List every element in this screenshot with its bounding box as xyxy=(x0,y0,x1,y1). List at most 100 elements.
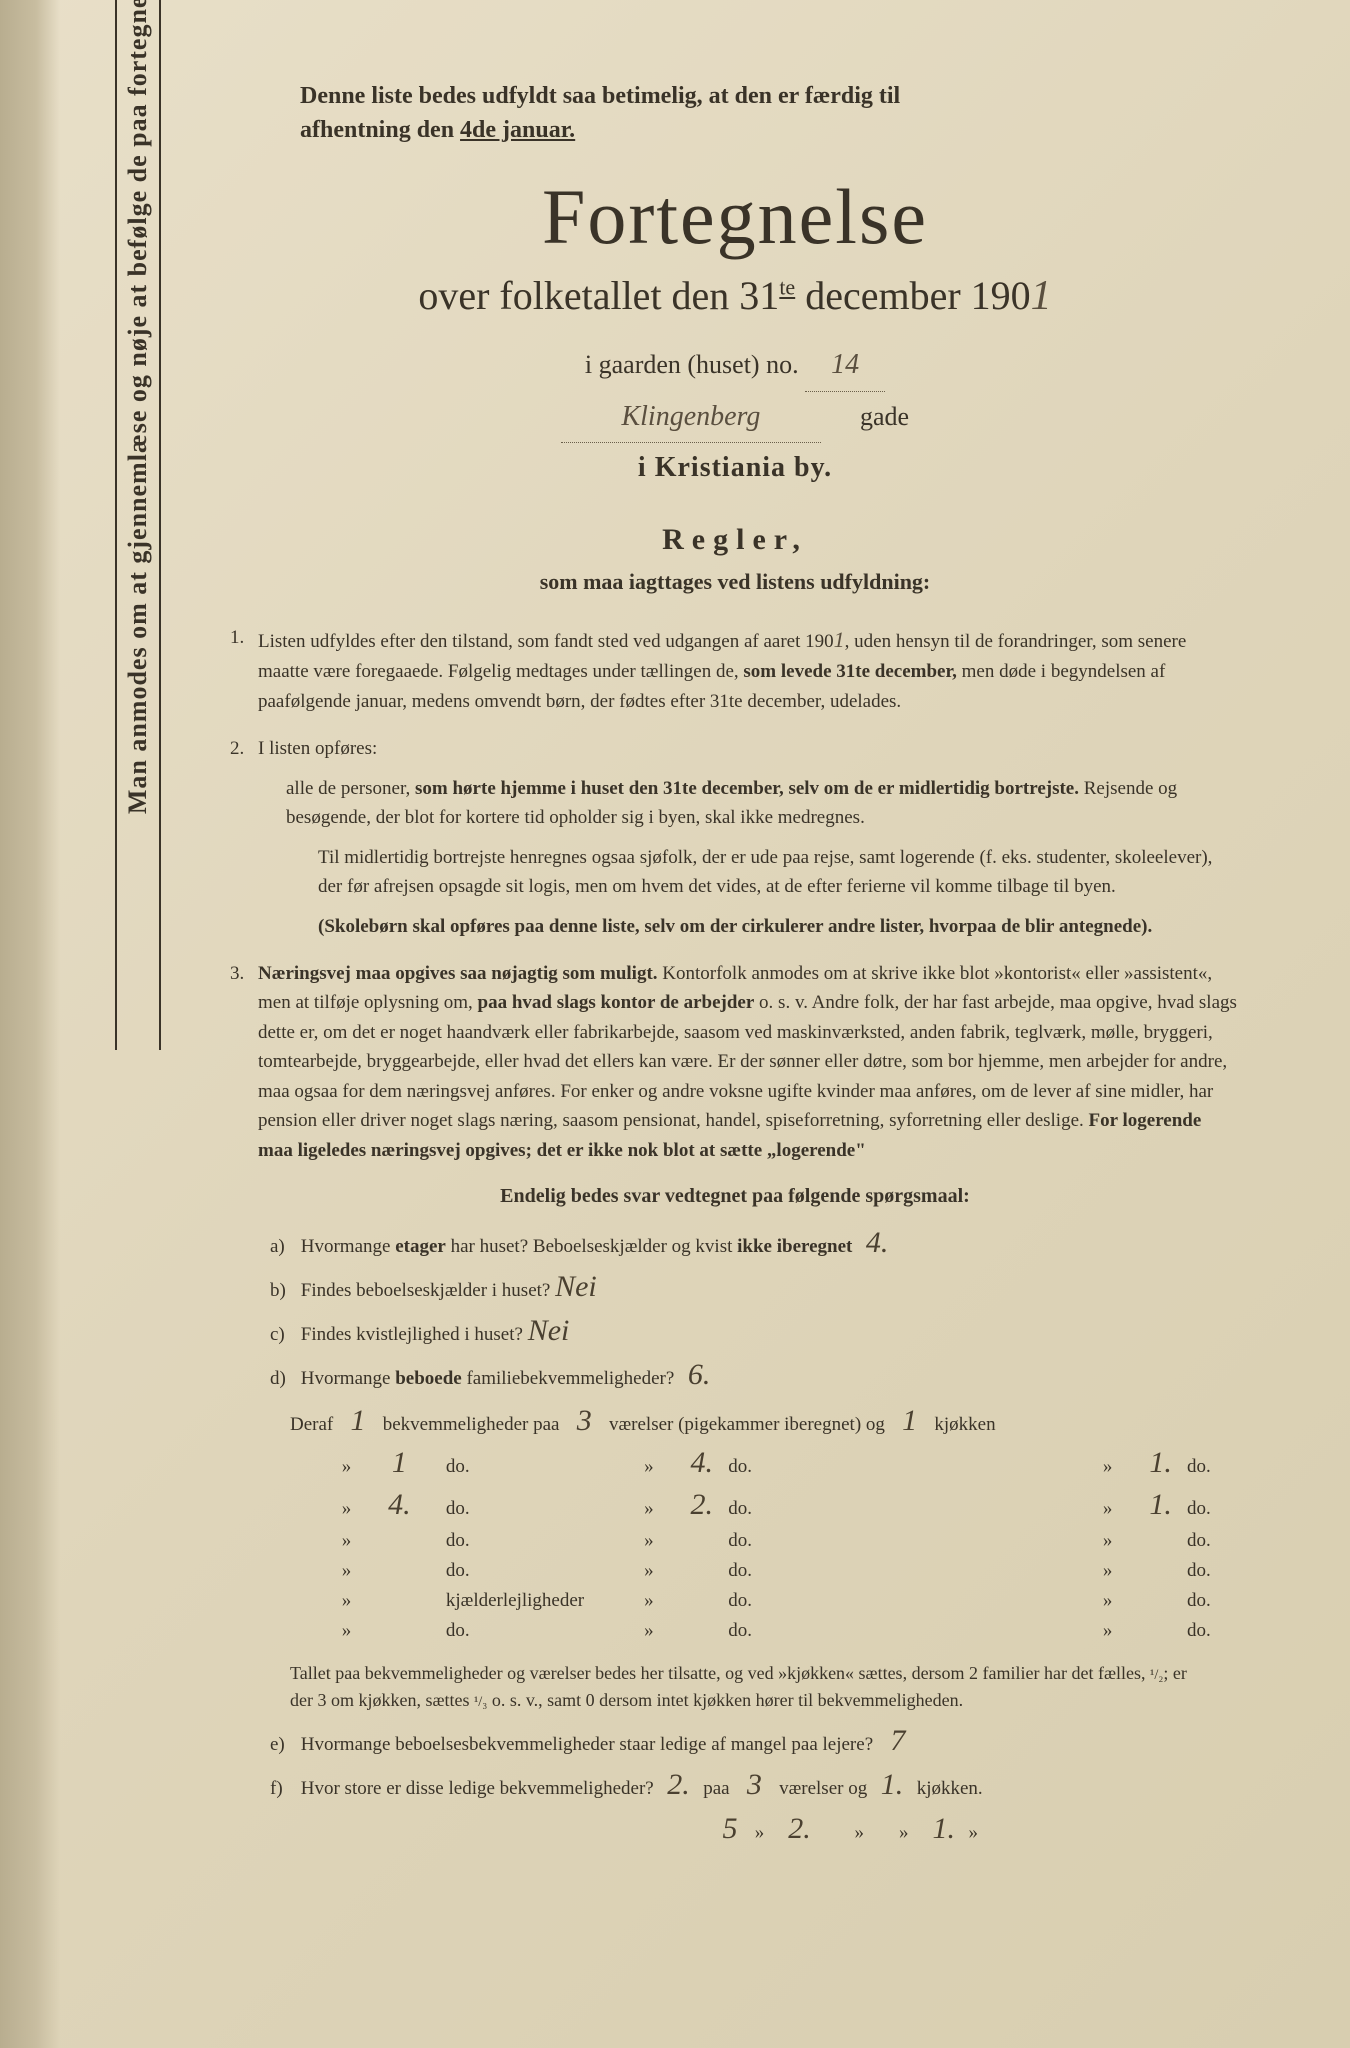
questions-block: Endelig bedes svar vedtegnet paa følgend… xyxy=(230,1185,1240,1846)
fn-c: o. s. v., samt 0 dersom intet kjøkken hø… xyxy=(487,1690,963,1710)
top-line2a: afhentning den xyxy=(300,117,460,143)
r0-fg: do. xyxy=(1187,1456,1240,1478)
fn-a: Tallet paa bekvemmeligheder og værelser … xyxy=(290,1663,1150,1683)
qf2-v3: 1. xyxy=(924,1812,964,1846)
deraf-v2: 3 xyxy=(564,1404,604,1438)
deraf-d: kjøkken xyxy=(930,1414,996,1435)
rules-heading: Regler, xyxy=(230,523,1240,557)
rule1-year: 1 xyxy=(834,627,845,652)
r3-ab: do. xyxy=(426,1560,622,1582)
fn-frac2: ¹/₃ xyxy=(474,1694,487,1710)
subtitle-b: december 190 xyxy=(795,273,1030,318)
question-b: b) Findes beboelseskjælder i huset? Nei xyxy=(270,1270,1240,1304)
subtitle-sup: te xyxy=(779,275,795,300)
r1-fg: do. xyxy=(1187,1498,1240,1520)
r2-ab: do. xyxy=(426,1530,622,1552)
qd-1: Hvormange xyxy=(301,1368,395,1389)
qf-t1: paa xyxy=(698,1778,734,1799)
rule-2-num: 2. xyxy=(230,734,244,763)
question-e: e) Hvormange beboelsesbekvemmeligheder s… xyxy=(270,1724,1240,1758)
qf-v3: 1. xyxy=(872,1768,912,1802)
r0-a: 1 xyxy=(373,1446,426,1480)
rules-subheading: som maa iagttages ved listens udfyldning… xyxy=(230,569,1240,595)
r0-ab: do. xyxy=(426,1456,622,1478)
question-c: c) Findes kvistlejlighed i huset? Nei xyxy=(270,1314,1240,1348)
deraf-v1: 1 xyxy=(338,1404,378,1438)
qd-2: familiebekvemmeligheder? xyxy=(462,1368,675,1389)
question-f-line2: 5 » 2. » » 1. » xyxy=(710,1812,1240,1846)
room-row-4: »kjælderlejligheder»do.»do. xyxy=(320,1590,1240,1612)
question-a: a) Hvormange etager har huset? Beboelses… xyxy=(270,1226,1240,1260)
subtitle: over folketallet den 31te december 1901 xyxy=(230,272,1240,320)
r1-a: 4. xyxy=(373,1488,426,1522)
r1-ab: do. xyxy=(426,1498,622,1520)
r1-f: 1. xyxy=(1134,1488,1187,1522)
content-area: Denne liste bedes udfyldt saa betimelig,… xyxy=(230,80,1240,1846)
qf-t3: kjøkken. xyxy=(912,1778,983,1799)
subtitle-a: over folketallet den 31 xyxy=(418,273,779,318)
year-handwritten: 1 xyxy=(1031,273,1052,319)
r0-c: 4. xyxy=(675,1446,728,1480)
qd-answer: 6. xyxy=(679,1358,719,1392)
qa-bold2: ikke iberegnet xyxy=(737,1236,852,1257)
rule1-bold: som levede 31te december, xyxy=(743,661,957,682)
rule2-p3: (Skolebørn skal opføres paa denne liste,… xyxy=(318,912,1240,941)
r1-cd: do. xyxy=(728,1498,781,1520)
city-line: i Kristiania by. xyxy=(230,443,1240,493)
room-row-1: »4.do.»2.do.»1.do. xyxy=(320,1488,1240,1522)
r4-cd: do. xyxy=(728,1590,781,1612)
rule3-bold1: Næringsvej maa opgives saa nøjagtig som … xyxy=(258,963,658,984)
r5-fg: do. xyxy=(1187,1620,1240,1642)
rule-2: 2. I listen opføres: alle de personer, s… xyxy=(230,734,1240,941)
rule3-bold2: paa hvad slags kontor de arbejder xyxy=(478,992,755,1013)
rule2-p1: alle de personer, som hørte hjemme i hus… xyxy=(286,774,1240,833)
r2-fg: do. xyxy=(1187,1530,1240,1552)
qc-answer: Nei xyxy=(528,1314,570,1348)
qf-t2: værelser og xyxy=(774,1778,872,1799)
rules-body: 1. Listen udfyldes efter den tilstand, s… xyxy=(230,623,1240,1165)
top-line1: Denne liste bedes udfyldt saa betimelig,… xyxy=(300,83,900,109)
qb-answer: Nei xyxy=(555,1270,597,1304)
qa-answer: 4. xyxy=(857,1226,897,1260)
room-row-2: »do.»do.»do. xyxy=(320,1530,1240,1552)
r0-f: 1. xyxy=(1134,1446,1187,1480)
gade-label: gade xyxy=(860,402,909,431)
main-title: Fortegnelse xyxy=(230,172,1240,262)
rule2-head: I listen opføres: xyxy=(258,738,377,759)
deraf-b: bekvemmeligheder paa xyxy=(378,1414,564,1435)
qb-text: Findes beboelseskjælder i huset? xyxy=(301,1280,551,1301)
room-row-5: »do.»do.»do. xyxy=(320,1620,1240,1642)
qc-text: Findes kvistlejlighed i huset? xyxy=(301,1324,523,1345)
document-page: Man anmodes om at gjennemlæse og nøje at… xyxy=(0,0,1350,2048)
questions-heading: Endelig bedes svar vedtegnet paa følgend… xyxy=(230,1185,1240,1208)
rule-1: 1. Listen udfyldes efter den tilstand, s… xyxy=(230,623,1240,716)
qf2-v1: 5 xyxy=(710,1812,750,1846)
r3-cd: do. xyxy=(728,1560,781,1582)
qd-bold: beboede xyxy=(395,1368,462,1389)
qf2-v2: 2. xyxy=(780,1812,820,1846)
question-d: d) Hvormange beboede familiebekvemmeligh… xyxy=(270,1358,1240,1392)
r2-cd: do. xyxy=(728,1530,781,1552)
r4-ab: kjælderlejligheder xyxy=(426,1590,622,1612)
qa-bold: etager xyxy=(395,1236,446,1257)
r5-cd: do. xyxy=(728,1620,781,1642)
fn-frac1: ¹/₂ xyxy=(1150,1667,1163,1683)
r4-fg: do. xyxy=(1187,1590,1240,1612)
r5-ab: do. xyxy=(426,1620,622,1642)
rule2-bold: som hørte hjemme i huset den 31te decemb… xyxy=(415,778,1079,799)
qe-text: Hvormange beboelsesbekvemmeligheder staa… xyxy=(301,1734,873,1755)
rule-3: 3. Næringsvej maa opgives saa nøjagtig s… xyxy=(230,959,1240,1165)
qf-v1: 2. xyxy=(658,1768,698,1802)
rule-1-num: 1. xyxy=(230,623,244,652)
deraf-a: Deraf xyxy=(290,1414,338,1435)
r1-c: 2. xyxy=(675,1488,728,1522)
deraf-line: Deraf 1 bekvemmeligheder paa 3 værelser … xyxy=(290,1404,1240,1438)
street-name: Klingenberg xyxy=(561,392,821,443)
rule2-a: alle de personer, xyxy=(286,778,415,799)
qa-2: har huset? Beboelseskjælder og kvist xyxy=(446,1236,737,1257)
address-block: i gaarden (huset) no. 14 Klingenberg gad… xyxy=(230,340,1240,493)
question-f: f) Hvor store er disse ledige bekvemmeli… xyxy=(270,1768,1240,1802)
r3-fg: do. xyxy=(1187,1560,1240,1582)
r0-cd: do. xyxy=(728,1456,781,1478)
top-line2b: 4de januar. xyxy=(460,117,575,143)
